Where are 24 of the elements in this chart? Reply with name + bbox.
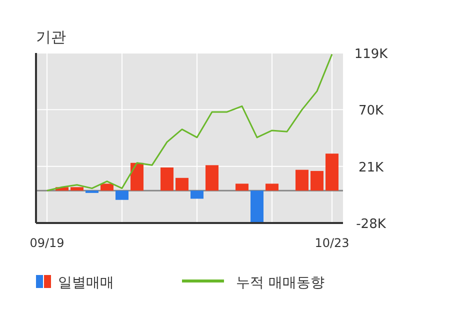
bar xyxy=(176,178,188,191)
legend-label: 누적 매매동향 xyxy=(236,275,324,291)
bar xyxy=(130,162,144,191)
y-tick-label: 119K xyxy=(354,47,388,62)
bar xyxy=(310,170,324,191)
bar xyxy=(190,190,204,199)
bar xyxy=(250,190,264,223)
line-series xyxy=(46,53,333,192)
bar xyxy=(100,184,114,191)
y-tick-label: 21K xyxy=(358,160,384,176)
bar xyxy=(206,165,218,191)
y-tick-label: 70K xyxy=(358,104,384,119)
y-tick-label: -28K xyxy=(356,217,386,232)
bar xyxy=(116,190,128,200)
bar xyxy=(70,187,84,191)
chart-title: 기관 xyxy=(36,28,66,46)
bar xyxy=(236,184,248,191)
bar xyxy=(326,154,338,191)
x-tick-label: 10/23 xyxy=(314,236,350,250)
legend-label: 일별매매 xyxy=(58,275,114,291)
bar xyxy=(266,184,278,191)
bar xyxy=(296,170,308,191)
bar xyxy=(160,167,174,191)
x-tick-label: 09/19 xyxy=(30,236,64,250)
